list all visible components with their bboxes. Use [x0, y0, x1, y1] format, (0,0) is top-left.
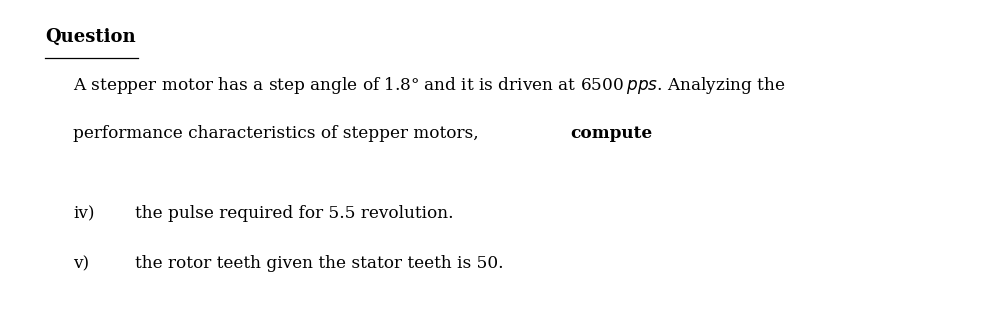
Text: iv): iv) [73, 205, 94, 222]
Text: A stepper motor has a step angle of 1.8° and it is driven at 6500 $\mathit{pps}$: A stepper motor has a step angle of 1.8°… [73, 75, 786, 96]
Text: v): v) [73, 255, 89, 272]
Text: Question: Question [45, 28, 136, 46]
Text: compute: compute [570, 125, 652, 142]
Text: the rotor teeth given the stator teeth is 50.: the rotor teeth given the stator teeth i… [135, 255, 504, 272]
Text: the pulse required for 5.5 revolution.: the pulse required for 5.5 revolution. [135, 205, 454, 222]
Text: performance characteristics of stepper motors,: performance characteristics of stepper m… [73, 125, 484, 142]
